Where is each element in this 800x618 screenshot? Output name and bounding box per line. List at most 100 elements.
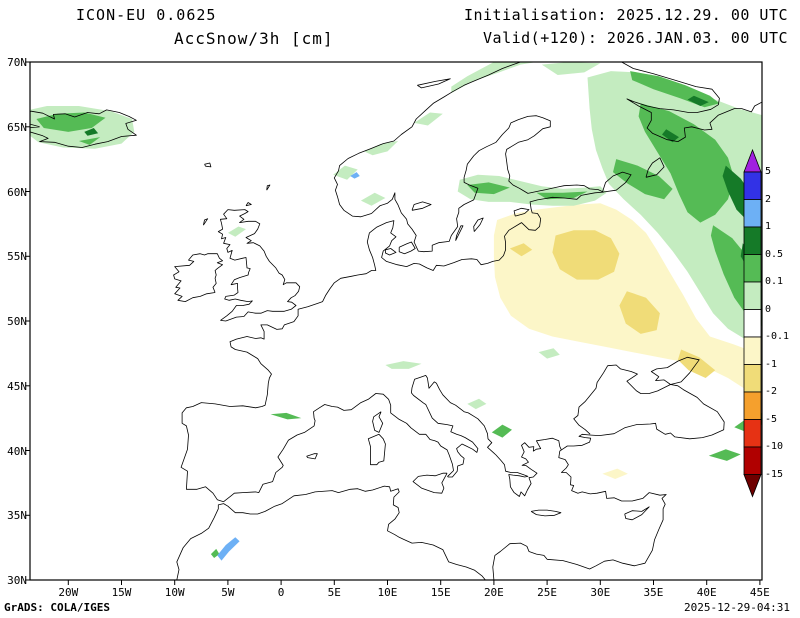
- coastline: [412, 472, 448, 494]
- coastline: [245, 202, 252, 207]
- colorbar-tick-label: -15: [765, 468, 784, 480]
- snow-shaded-area: [687, 95, 709, 106]
- colorbar-tick-label: 5: [765, 166, 772, 177]
- coastline: [624, 506, 650, 521]
- coastline: [411, 201, 432, 211]
- x-tick-label: 40E: [696, 586, 717, 599]
- coastline: [513, 207, 530, 217]
- colorbar-cell: [743, 309, 762, 338]
- snow-shaded-area: [491, 424, 512, 438]
- x-tick-label: 10E: [377, 586, 398, 599]
- coastline: [217, 209, 301, 322]
- valid-time: Valid(+120): 2026.JAN.03. 00 UTC: [483, 29, 788, 47]
- y-tick-label: 70N: [7, 56, 27, 69]
- colorbar-cell: [743, 446, 762, 475]
- x-tick-label: 35E: [643, 586, 664, 599]
- coastline: [602, 171, 632, 193]
- coastline: [180, 62, 604, 503]
- y-tick-label: 55N: [7, 250, 27, 264]
- coastline-layer: [30, 62, 762, 580]
- creation-timestamp: 2025-12-29-04:31: [684, 601, 790, 614]
- snow-shaded-area: [509, 243, 533, 257]
- colorbar-tick-label: 2: [765, 193, 772, 205]
- snow-shaded-area: [467, 182, 510, 195]
- coastline: [645, 157, 665, 178]
- colorbar-tick-label: 1: [765, 221, 772, 232]
- colorbar-arrow-bottom: [743, 474, 762, 498]
- snow-shaded-area: [217, 537, 240, 561]
- x-tick-label: 25E: [537, 586, 558, 599]
- snow-shaded-area: [385, 361, 422, 369]
- snow-shaded-area: [587, 71, 762, 340]
- colorbar-tick-label: -1: [765, 358, 778, 370]
- snow-shaded-area: [536, 191, 588, 200]
- coastline: [385, 248, 397, 256]
- snow-shaded-area: [602, 468, 628, 479]
- colorbar-cell: [743, 336, 762, 365]
- snow-shaded-area: [708, 449, 741, 461]
- coastline: [492, 449, 667, 580]
- coastline: [455, 225, 464, 241]
- init-time: Initialisation: 2025.12.29. 00 UTC: [463, 6, 788, 24]
- x-tick-label: 15W: [111, 586, 132, 599]
- x-tick-label: 15E: [430, 586, 451, 599]
- snow-shaded-area: [613, 159, 673, 200]
- snow-shaded-area: [350, 172, 360, 179]
- y-tick-label: 45N: [7, 379, 27, 393]
- coastline: [204, 162, 212, 168]
- snow-shaded-area: [84, 128, 99, 136]
- x-tick-label: 20W: [58, 586, 79, 599]
- coastline: [530, 509, 562, 517]
- coastline: [417, 78, 451, 89]
- snow-shaded-area: [538, 348, 560, 359]
- x-tick-label: 0: [277, 586, 285, 599]
- y-tick-label: 50N: [7, 315, 27, 328]
- colorbar-tick-label: 0: [765, 303, 772, 315]
- grads-credit: GrADS: COLA/IGES: [4, 601, 110, 614]
- coastline: [650, 356, 700, 385]
- coastline: [621, 62, 762, 142]
- colorbar-cell: [743, 419, 762, 448]
- snow-shaded-area: [364, 141, 399, 156]
- snow-shaded-area: [210, 548, 220, 558]
- colorbar-cell: [743, 226, 762, 255]
- colorbar-tick-label: -5: [765, 413, 778, 425]
- snow-shaded-area: [552, 230, 620, 280]
- coastline: [372, 411, 384, 433]
- coastline: [30, 109, 137, 148]
- snow-shaded-area: [360, 192, 386, 206]
- snow-shaded-area: [638, 103, 735, 223]
- coastline: [176, 485, 486, 580]
- coastline: [173, 253, 223, 302]
- coastline: [223, 364, 725, 503]
- coastline: [473, 217, 484, 232]
- colorbar-tick-label: 0.1: [765, 276, 784, 287]
- snow-shaded-area: [541, 62, 601, 75]
- coastline: [266, 184, 271, 191]
- snow-shaded-area: [451, 62, 537, 94]
- x-tick-label: 5E: [327, 586, 341, 599]
- y-tick-label: 35N: [7, 509, 27, 523]
- snow-shaded-area: [270, 412, 302, 420]
- parameter-title: AccSnow/3h [cm]: [174, 29, 334, 48]
- y-tick-label: 65N: [7, 120, 27, 134]
- colorbar-cell: [743, 391, 762, 420]
- y-tick-label: 60N: [7, 185, 27, 199]
- snow-shaded-area: [333, 165, 358, 180]
- colorbar-cell: [743, 171, 762, 200]
- colorbar-cell: [743, 364, 762, 393]
- snow-shaded-area: [467, 398, 487, 410]
- model-title: ICON-EU 0.0625: [76, 6, 217, 24]
- snow-shaded-area: [78, 137, 101, 145]
- coastline: [398, 241, 416, 255]
- x-tick-label: 5W: [221, 586, 235, 599]
- snow-shaded-area: [662, 129, 679, 143]
- x-tick-label: 10W: [164, 586, 185, 599]
- x-tick-label: 45E: [749, 586, 770, 599]
- snow-shading-layer: [30, 62, 762, 561]
- colorbar-cell: [743, 281, 762, 310]
- snow-shaded-area: [36, 112, 106, 132]
- colorbar-cell: [743, 254, 762, 283]
- x-tick-label: 20E: [483, 586, 504, 599]
